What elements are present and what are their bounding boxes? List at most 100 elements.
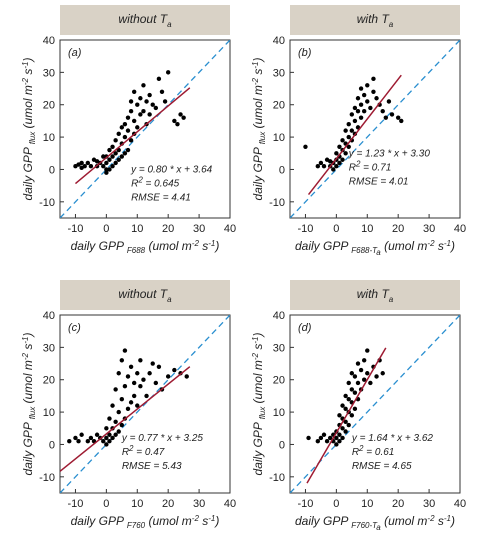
- scatter-point: [355, 380, 361, 386]
- x-tick-label: -10: [68, 498, 84, 510]
- scatter-point: [368, 380, 373, 386]
- x-tick-label: 30: [423, 498, 435, 510]
- panel-label: (d): [298, 322, 312, 334]
- scatter-point: [361, 109, 367, 114]
- scatter-point: [340, 426, 345, 431]
- panel-header: [290, 5, 460, 35]
- scatter-point: [175, 121, 180, 127]
- scatter-point: [125, 128, 131, 133]
- scatter-point: [144, 99, 149, 104]
- x-tick-label: 10: [131, 498, 143, 510]
- x-axis-label: daily GPP F688-Ta (umol m-2 s-1): [295, 239, 455, 257]
- scatter-point: [365, 371, 370, 376]
- scatter-panel: without Ta -10 0 10 20 30 40 -10 0 10 20 30 40 (c) y =…: [21, 280, 236, 530]
- scatter-point: [352, 105, 358, 111]
- scatter-point: [159, 89, 165, 94]
- regression-line: [60, 366, 191, 472]
- scatter-point: [119, 125, 125, 130]
- rmse-label: RMSE = 4.01: [349, 177, 409, 188]
- r-squared-label: R2 = 0.61: [352, 444, 395, 458]
- scatter-point: [122, 151, 128, 156]
- scatter-point: [346, 396, 351, 402]
- y-tick-label: -10: [269, 472, 285, 484]
- scatter-point: [343, 419, 348, 424]
- scatter-point: [110, 154, 115, 159]
- scatter-point: [116, 409, 121, 415]
- scatter-point: [135, 125, 140, 130]
- y-tick-label: 30: [43, 67, 55, 79]
- scatter-point: [119, 358, 125, 363]
- plot-marks: [60, 315, 230, 493]
- scatter-point: [113, 138, 118, 143]
- scatter-point: [125, 374, 131, 379]
- y-tick-label: -10: [39, 472, 55, 484]
- scatter-point: [340, 435, 345, 441]
- scatter-point: [371, 89, 376, 94]
- scatter-point: [334, 435, 339, 441]
- scatter-point: [361, 358, 367, 363]
- scatter-point: [368, 105, 373, 111]
- scatter-point: [352, 390, 358, 395]
- r-squared-label: R2 = 0.71: [349, 160, 392, 174]
- scatter-point: [116, 157, 121, 162]
- scatter-point: [85, 160, 91, 166]
- y-tick-label: 20: [273, 100, 285, 112]
- regression-equation: y = 0.80 * x + 3.64: [130, 165, 213, 176]
- scatter-point: [113, 151, 118, 156]
- scatter-point: [147, 371, 152, 376]
- plot-marks: [290, 40, 460, 218]
- scatter-point: [131, 393, 137, 399]
- scatter-point: [135, 371, 140, 376]
- one-to-one-line: [290, 40, 460, 218]
- scatter-point: [104, 442, 109, 447]
- scatter-point: [343, 151, 348, 156]
- scatter-point: [165, 70, 171, 75]
- rmse-label: RMSE = 4.41: [131, 193, 191, 204]
- scatter-point: [346, 121, 351, 127]
- scatter-point: [358, 367, 364, 373]
- scatter-panel: with Ta -10 0 10 20 30 40 -10 0 10 20 30 40 (b) y = 1.…: [251, 5, 466, 257]
- scatter-point: [346, 134, 351, 140]
- scatter-point: [104, 170, 109, 175]
- y-tick-label: -10: [269, 197, 285, 209]
- scatter-point: [374, 96, 379, 101]
- scatter-point: [88, 164, 94, 169]
- scatter-point: [361, 92, 367, 98]
- scatter-point: [122, 384, 128, 389]
- scatter-point: [337, 413, 342, 418]
- scatter-point: [82, 164, 87, 169]
- regression-equation: y = 1.64 * x + 3.62: [351, 433, 434, 444]
- scatter-point: [128, 400, 134, 405]
- x-tick-label: 0: [333, 498, 339, 510]
- x-axis-label: daily GPP F760-Ta (umol m-2 s-1): [295, 514, 455, 532]
- x-tick-label: 20: [162, 498, 174, 510]
- regression-line: [306, 347, 387, 484]
- scatter-point: [331, 167, 336, 172]
- y-tick-label: 10: [273, 407, 285, 419]
- y-tick-label: 30: [43, 342, 55, 354]
- scatter-point: [349, 128, 355, 133]
- scatter-point: [355, 109, 361, 114]
- scatter-point: [346, 380, 351, 386]
- scatter-point: [128, 99, 134, 104]
- scatter-point: [352, 374, 358, 379]
- scatter-point: [85, 439, 91, 444]
- scatter-point: [113, 432, 118, 437]
- scatter-point: [138, 384, 143, 389]
- scatter-point: [334, 151, 339, 156]
- x-tick-label: -10: [68, 223, 84, 235]
- panel-label: (a): [68, 47, 82, 59]
- y-tick-label: 30: [273, 67, 285, 79]
- panel-label: (c): [68, 322, 81, 334]
- y-tick-label: -10: [39, 197, 55, 209]
- scatter-point: [343, 406, 348, 412]
- y-tick-label: 20: [43, 100, 55, 112]
- y-tick-label: 10: [43, 132, 55, 144]
- scatter-point: [76, 439, 81, 444]
- y-tick-label: 20: [273, 375, 285, 387]
- scatter-point: [101, 154, 106, 159]
- scatter-point: [135, 102, 140, 107]
- scatter-point: [162, 99, 168, 104]
- scatter-point: [144, 393, 149, 399]
